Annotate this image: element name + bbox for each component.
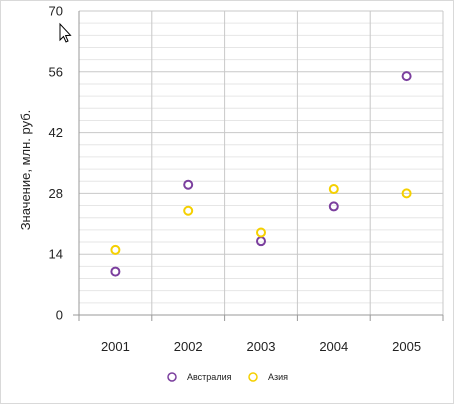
y-axis-label: Значение, млн. руб. <box>18 110 33 231</box>
y-tick-label: 0 <box>56 308 63 323</box>
data-point <box>328 184 339 195</box>
x-tick-label: 2002 <box>174 339 203 354</box>
major-gridlines <box>79 10 444 315</box>
x-tick-labels: 2001 2002 2003 2004 2005 <box>101 339 421 354</box>
data-point <box>110 244 121 255</box>
x-tick-label: 2003 <box>247 339 276 354</box>
data-point <box>401 71 412 82</box>
minor-gridlines <box>79 22 443 304</box>
data-point <box>256 227 266 238</box>
y-tick-label: 14 <box>49 247 63 262</box>
legend-label: Австралия <box>187 372 232 382</box>
data-point <box>110 266 121 277</box>
x-tick-label: 2001 <box>101 339 130 354</box>
x-tick-label: 2004 <box>319 339 348 354</box>
axes <box>73 11 444 321</box>
data-point <box>183 205 194 216</box>
y-tick-label: 70 <box>49 4 63 19</box>
y-tick-label: 56 <box>49 64 63 79</box>
legend-item: Азия <box>248 372 288 382</box>
arrow-cursor-icon <box>59 22 72 43</box>
data-point <box>256 236 266 247</box>
legend-marker <box>167 372 177 382</box>
y-tick-labels: 0 14 28 42 56 70 <box>49 4 63 323</box>
data-points <box>110 71 412 277</box>
legend-marker <box>248 372 258 382</box>
data-point <box>328 201 339 212</box>
y-tick-label: 28 <box>49 186 63 201</box>
legend-label: Азия <box>268 372 288 382</box>
data-point <box>183 179 194 190</box>
y-tick-label: 42 <box>49 125 63 140</box>
data-point <box>401 188 412 199</box>
legend: Австралия Азия <box>167 372 288 382</box>
x-tick-label: 2005 <box>392 339 421 354</box>
legend-item: Австралия <box>167 372 232 382</box>
